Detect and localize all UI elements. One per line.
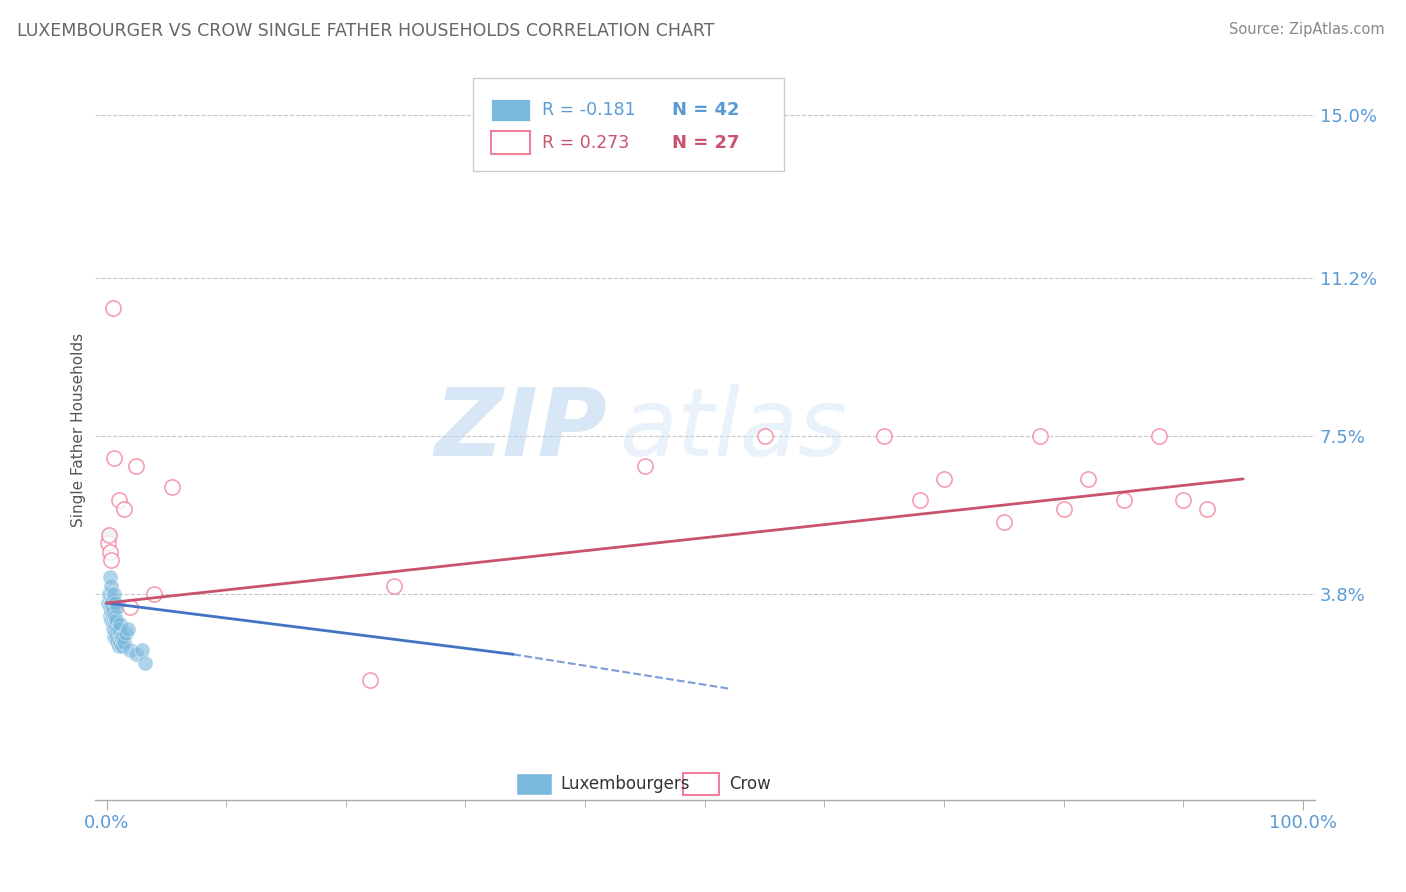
Point [1053,501,1076,516]
Point [125,648,148,662]
Point [108,617,131,632]
Point [754,429,776,443]
Text: Crow: Crow [730,774,770,792]
Point [107,639,129,653]
Point [382,579,405,593]
Point [98,608,121,623]
Point [97,596,120,610]
Point [100,605,122,619]
Point [103,622,125,636]
Point [114,501,136,516]
Point [100,579,122,593]
Point [1077,472,1099,486]
Point [1197,501,1219,516]
Point [107,493,129,508]
Point [98,600,121,615]
Point [125,459,148,474]
Point [908,493,931,508]
Point [103,630,125,644]
FancyBboxPatch shape [491,131,530,153]
Point [105,613,128,627]
Point [97,536,120,550]
Y-axis label: Single Father Households: Single Father Households [72,333,86,527]
Point [932,472,955,486]
Point [100,553,122,567]
Point [1173,493,1195,508]
Point [105,630,128,644]
Point [104,596,127,610]
Point [97,527,120,541]
Point [114,634,136,648]
Point [105,600,128,615]
Point [114,626,136,640]
Point [101,617,124,632]
Point [134,656,156,670]
Point [101,608,124,623]
Point [162,480,184,494]
Point [110,630,132,644]
FancyBboxPatch shape [491,99,530,121]
Point [100,613,122,627]
Point [103,587,125,601]
Point [143,587,166,601]
Text: R = 0.273: R = 0.273 [543,134,630,152]
Point [108,634,131,648]
Point [101,591,124,606]
Point [112,630,135,644]
Point [105,634,128,648]
Point [1112,493,1135,508]
Point [131,643,153,657]
Point [101,605,124,619]
Text: Luxembourgers: Luxembourgers [561,774,690,792]
Point [120,600,142,615]
Point [105,622,128,636]
FancyBboxPatch shape [472,78,785,170]
Text: N = 42: N = 42 [672,101,740,119]
Point [101,622,124,636]
Point [104,626,127,640]
Point [100,596,122,610]
Text: N = 27: N = 27 [672,134,740,152]
Text: atlas: atlas [619,384,848,475]
Point [117,622,139,636]
Point [101,600,124,615]
Text: Source: ZipAtlas.com: Source: ZipAtlas.com [1229,22,1385,37]
Text: ZIP: ZIP [434,384,607,475]
Point [111,639,134,653]
Point [107,622,129,636]
Point [97,587,120,601]
Point [104,617,127,632]
FancyBboxPatch shape [683,773,720,796]
Text: LUXEMBOURGER VS CROW SINGLE FATHER HOUSEHOLDS CORRELATION CHART: LUXEMBOURGER VS CROW SINGLE FATHER HOUSE… [17,22,714,40]
Point [98,544,121,558]
Point [120,643,142,657]
Point [98,570,121,584]
Point [104,608,127,623]
Point [1149,429,1171,443]
Point [359,673,381,687]
Point [993,515,1015,529]
Point [1029,429,1052,443]
Point [634,459,657,474]
Point [101,301,124,315]
Text: R = -0.181: R = -0.181 [543,101,636,119]
Point [873,429,896,443]
Point [97,527,120,541]
FancyBboxPatch shape [516,773,553,796]
Point [103,450,125,465]
